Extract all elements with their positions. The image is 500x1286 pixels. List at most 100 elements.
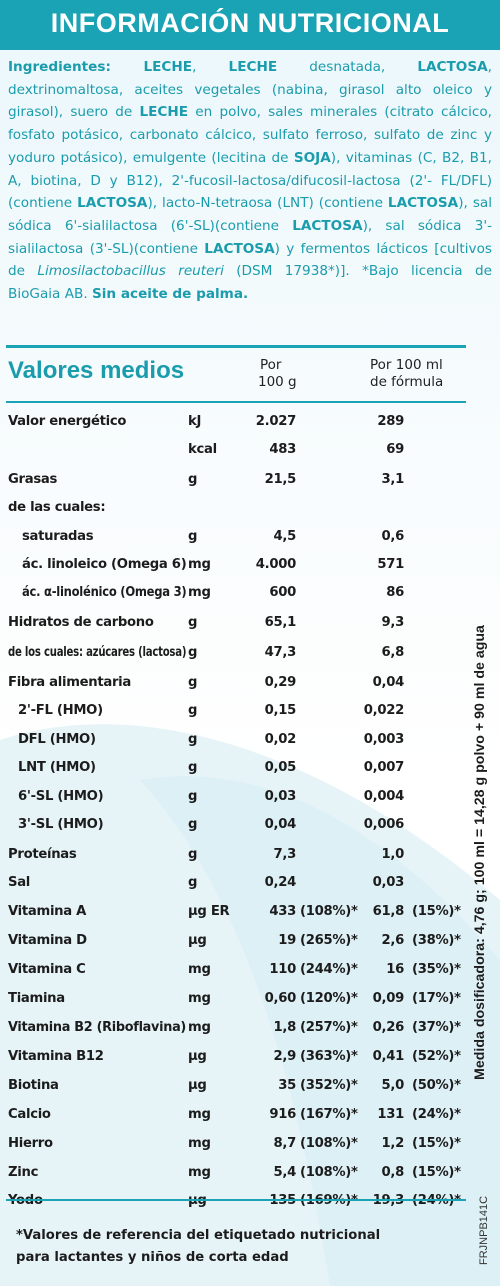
table-cell-pct: (15%)* — [412, 1165, 461, 1180]
ingredients-segment: , — [192, 59, 229, 75]
table-cell-pct: (265%)* — [300, 933, 358, 948]
ingredients-segment: en polvo, sales minerales (citrato cálci… — [8, 104, 493, 166]
table-cell-v100: 5,4 — [273, 1165, 297, 1180]
ingredients-segment: Limosilactobacillus reuteri — [37, 263, 224, 280]
table-cell-v100: 433 — [269, 904, 296, 919]
table-cell-unit: mg — [188, 1107, 211, 1122]
table-cell-vml: 0,006 — [363, 817, 405, 832]
table-cell-pct: (108%)* — [300, 1136, 358, 1151]
footnote-line: para lactantes y niños de corta edad — [16, 1250, 289, 1265]
table-cell-unit: mg — [188, 1165, 211, 1180]
table-cell-vml: 0,022 — [363, 703, 405, 718]
table-cell-label: Hidratos de carbono — [8, 615, 154, 630]
ingredients-segment: LACTOSA — [417, 59, 488, 75]
ingredients-segment: LECHE — [139, 104, 189, 121]
table-cell-pct: (352%)* — [300, 1078, 358, 1093]
table-cell-v100: 600 — [269, 585, 296, 600]
table-cell-label: 2'-FL (HMO) — [18, 703, 103, 718]
table-cell-label: Vitamina C — [8, 962, 86, 977]
table-cell-label: Proteínas — [8, 847, 77, 862]
table-cell-unit: g — [188, 472, 198, 487]
table-cell-vml: 0,26 — [372, 1020, 405, 1035]
table-cell-unit: g — [188, 847, 198, 862]
table-cell-label: de los cuales: azúcares (lactosa) — [8, 645, 187, 660]
table-cell-vml: 0,003 — [363, 732, 405, 747]
table-cell-pct: (50%)* — [412, 1078, 461, 1093]
table-cell-pct: (52%)* — [412, 1049, 461, 1064]
ingredients-segment: LACTOSA — [387, 195, 459, 212]
table-cell-unit: g — [188, 615, 198, 630]
section-title: Valores medios — [8, 357, 185, 384]
table-cell-vml: 6,8 — [381, 645, 405, 660]
table-cell-unit: g — [188, 732, 198, 747]
table-cell-vml: 571 — [377, 557, 404, 572]
column-header-line: 100 g — [258, 374, 297, 390]
table-cell-vml: 0,04 — [372, 675, 405, 690]
table-cell-vml: 2,6 — [381, 933, 405, 948]
table-cell-unit: µg — [188, 933, 207, 948]
table-cell-v100: 7,3 — [273, 847, 297, 862]
table-cell-vml: 0,41 — [372, 1049, 405, 1064]
table-cell-label: 6'-SL (HMO) — [18, 789, 104, 804]
table-cell-v100: 0,15 — [264, 703, 297, 718]
table-cell-label: Biotina — [8, 1078, 59, 1093]
table-cell-unit: mg — [188, 1136, 211, 1151]
table-cell-label: Hierro — [8, 1136, 53, 1151]
table-cell-label: Vitamina A — [8, 904, 87, 919]
table-cell-v100: 65,1 — [264, 615, 297, 630]
table-cell-pct: (35%)* — [412, 962, 461, 977]
ingredients-segment: LECHE — [143, 59, 193, 75]
page-title: INFORMACIÓN NUTRICIONAL — [50, 8, 450, 38]
table-cell-vml: 0,09 — [372, 991, 405, 1006]
table-cell-unit: g — [188, 875, 198, 890]
table-cell-pct: (108%)* — [300, 904, 358, 919]
table-cell-label: Calcio — [8, 1107, 51, 1122]
ingredients-segment: ), lacto-N-tetraosa (LNT) (contiene — [147, 195, 388, 212]
table-cell-unit: µg — [188, 1049, 207, 1064]
table-cell-vml: 16 — [386, 962, 404, 977]
divider-top — [6, 345, 466, 348]
product-code: FRJNPB141C — [478, 1195, 490, 1265]
table-cell-unit: g — [188, 529, 198, 544]
table-cell-pct: (363%)* — [300, 1049, 358, 1064]
table-cell-label: 3'-SL (HMO) — [18, 817, 104, 832]
ingredients-text: Ingredientes: LECHE, LECHE desnatada, LA… — [8, 56, 492, 306]
table-cell-unit: mg — [188, 585, 211, 600]
table-cell-pct: (167%)* — [300, 1107, 358, 1122]
table-cell-unit: µg — [188, 1193, 207, 1208]
table-cell-unit: g — [188, 789, 198, 804]
table-cell-unit: g — [188, 645, 198, 660]
table-cell-pct: (15%)* — [412, 1136, 461, 1151]
table-cell-vml: 0,03 — [372, 875, 405, 890]
table-cell-pct: (257%)* — [300, 1020, 358, 1035]
table-cell-v100: 0,05 — [264, 760, 297, 775]
table-cell-label: Tiamina — [8, 991, 65, 1006]
table-cell-vml: 0,004 — [363, 789, 405, 804]
table-cell-pct: (244%)* — [300, 962, 358, 977]
table-cell-unit: g — [188, 760, 198, 775]
ingredients-segment: ) y fermentos lácticos [cultivos de — [8, 240, 492, 280]
table-cell-label: Fibra alimentaria — [8, 675, 132, 690]
ingredients-segment: desnatada, — [277, 59, 418, 75]
table-cell-v100: 0,03 — [264, 789, 297, 804]
table-cell-vml: 289 — [377, 414, 404, 429]
table-cell-label: Valor energético — [8, 414, 127, 429]
table-cell-unit: g — [188, 817, 198, 832]
table-cell-v100: 21,5 — [264, 472, 297, 487]
divider-header — [6, 401, 466, 403]
table-cell-unit: mg — [188, 1020, 211, 1035]
table-cell-v100: 1,8 — [273, 1020, 297, 1035]
table-cell-pct: (24%)* — [412, 1193, 461, 1208]
table-cell-label: LNT (HMO) — [18, 760, 96, 775]
table-cell-vml: 1,2 — [381, 1136, 405, 1151]
table-cell-vml: 19,3 — [372, 1193, 405, 1208]
column-header-per-100ml: Por 100 ml de fórmula — [370, 357, 443, 391]
ingredients-segment: ), sal sódica 3'-sialilactosa (3'-SL)(co… — [8, 217, 492, 257]
table-cell-pct: (38%)* — [412, 933, 461, 948]
ingredients-segment: LACTOSA — [77, 195, 148, 212]
ingredients-segment: LACTOSA — [204, 240, 275, 257]
table-cell-label: DFL (HMO) — [18, 732, 96, 747]
ingredients-segment: ), vitaminas (C, B2, B1, A, biotina, D y… — [8, 149, 492, 212]
